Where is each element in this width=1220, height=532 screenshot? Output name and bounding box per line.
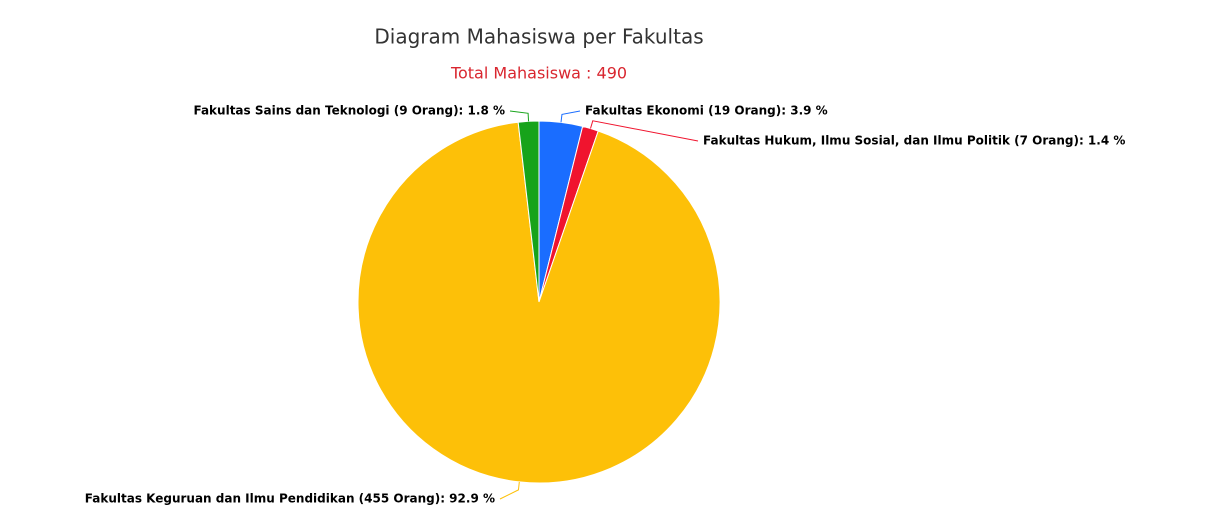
data-label: Fakultas Hukum, Ilmu Sosial, dan Ilmu Po… xyxy=(703,134,1125,148)
data-label: Fakultas Keguruan dan Ilmu Pendidikan (4… xyxy=(85,492,495,506)
pie-slice xyxy=(357,121,721,484)
data-label: Fakultas Sains dan Teknologi (9 Orang): … xyxy=(193,104,505,118)
connector xyxy=(499,481,520,500)
pie-slice xyxy=(517,120,540,303)
connector xyxy=(509,110,530,122)
data-label: Fakultas Ekonomi (19 Orang): 3.9 % xyxy=(585,104,828,118)
connector xyxy=(560,110,581,123)
chart-title: Diagram Mahasiswa per Fakultas xyxy=(374,25,703,49)
chart-subtitle: Total Mahasiswa : 490 xyxy=(450,64,627,83)
connector xyxy=(590,120,699,142)
